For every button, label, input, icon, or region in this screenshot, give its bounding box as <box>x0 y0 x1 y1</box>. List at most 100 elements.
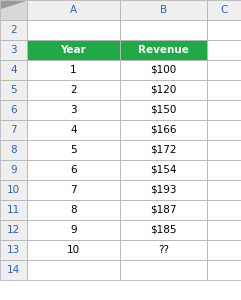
Bar <box>207 240 241 260</box>
Bar <box>27 80 120 100</box>
Bar <box>27 40 120 60</box>
Bar <box>0 140 27 160</box>
Text: $187: $187 <box>150 205 177 215</box>
Bar <box>27 60 120 80</box>
Bar <box>207 0 241 20</box>
Text: $120: $120 <box>150 85 177 95</box>
Bar <box>0 120 27 140</box>
Bar <box>27 60 120 80</box>
Text: 8: 8 <box>10 145 17 155</box>
Bar <box>0 200 27 220</box>
Bar <box>27 160 120 180</box>
Bar <box>27 180 120 200</box>
Bar <box>207 160 241 180</box>
Bar <box>207 80 241 100</box>
Text: $193: $193 <box>150 185 177 195</box>
Bar <box>120 220 207 240</box>
Text: 6: 6 <box>70 165 77 175</box>
Text: 1: 1 <box>70 65 77 75</box>
Bar <box>207 20 241 40</box>
Bar <box>207 60 241 80</box>
Text: 9: 9 <box>10 165 17 175</box>
Text: 2: 2 <box>70 85 77 95</box>
Bar <box>27 180 120 200</box>
Bar <box>0 180 27 200</box>
Bar <box>27 240 120 260</box>
Text: Revenue: Revenue <box>138 45 189 55</box>
Bar <box>27 140 120 160</box>
Bar <box>120 140 207 160</box>
Text: 2: 2 <box>10 25 17 35</box>
Bar <box>27 0 120 20</box>
Bar <box>27 120 120 140</box>
Text: 3: 3 <box>70 105 77 115</box>
Bar <box>120 260 207 280</box>
Bar <box>27 20 120 40</box>
Bar <box>120 80 207 100</box>
Bar <box>0 40 27 60</box>
Bar <box>207 120 241 140</box>
Text: 4: 4 <box>10 65 17 75</box>
Bar <box>120 40 207 60</box>
Text: 7: 7 <box>70 185 77 195</box>
Bar <box>120 20 207 40</box>
Bar <box>120 80 207 100</box>
Bar <box>207 220 241 240</box>
Bar <box>27 200 120 220</box>
Text: 3: 3 <box>10 45 17 55</box>
Bar <box>27 80 120 100</box>
Text: 10: 10 <box>67 245 80 255</box>
Bar <box>207 180 241 200</box>
Bar <box>0 40 27 60</box>
Bar <box>120 20 207 40</box>
Bar <box>27 140 120 160</box>
Bar <box>120 240 207 260</box>
Bar <box>120 160 207 180</box>
Bar <box>0 240 27 260</box>
Bar <box>27 260 120 280</box>
Text: 5: 5 <box>10 85 17 95</box>
Text: A: A <box>70 5 77 15</box>
Bar <box>27 20 120 40</box>
Bar <box>0 60 27 80</box>
Bar <box>207 100 241 120</box>
Text: 10: 10 <box>7 185 20 195</box>
Bar <box>0 260 27 280</box>
Bar <box>0 80 27 100</box>
Text: ??: ?? <box>158 245 169 255</box>
Bar <box>207 120 241 140</box>
Bar <box>0 20 27 40</box>
Bar <box>0 240 27 260</box>
Bar <box>0 0 27 20</box>
Bar <box>120 60 207 80</box>
Polygon shape <box>1 1 26 9</box>
Bar <box>0 160 27 180</box>
Text: $154: $154 <box>150 165 177 175</box>
Bar <box>0 100 27 120</box>
Bar <box>120 0 207 20</box>
Bar <box>207 20 241 40</box>
Bar <box>0 140 27 160</box>
Bar <box>207 260 241 280</box>
Bar <box>207 100 241 120</box>
Bar <box>0 220 27 240</box>
Bar <box>207 160 241 180</box>
Bar <box>207 180 241 200</box>
Bar <box>120 0 207 20</box>
Bar <box>120 260 207 280</box>
Bar <box>207 40 241 60</box>
Text: 7: 7 <box>10 125 17 135</box>
Text: $172: $172 <box>150 145 177 155</box>
Bar <box>120 140 207 160</box>
Text: 12: 12 <box>7 225 20 235</box>
Bar <box>27 100 120 120</box>
Bar <box>207 140 241 160</box>
Bar <box>27 160 120 180</box>
Bar <box>207 140 241 160</box>
Bar <box>207 200 241 220</box>
Text: C: C <box>220 5 228 15</box>
Bar <box>120 100 207 120</box>
Bar <box>120 240 207 260</box>
Bar <box>207 80 241 100</box>
Bar <box>0 260 27 280</box>
